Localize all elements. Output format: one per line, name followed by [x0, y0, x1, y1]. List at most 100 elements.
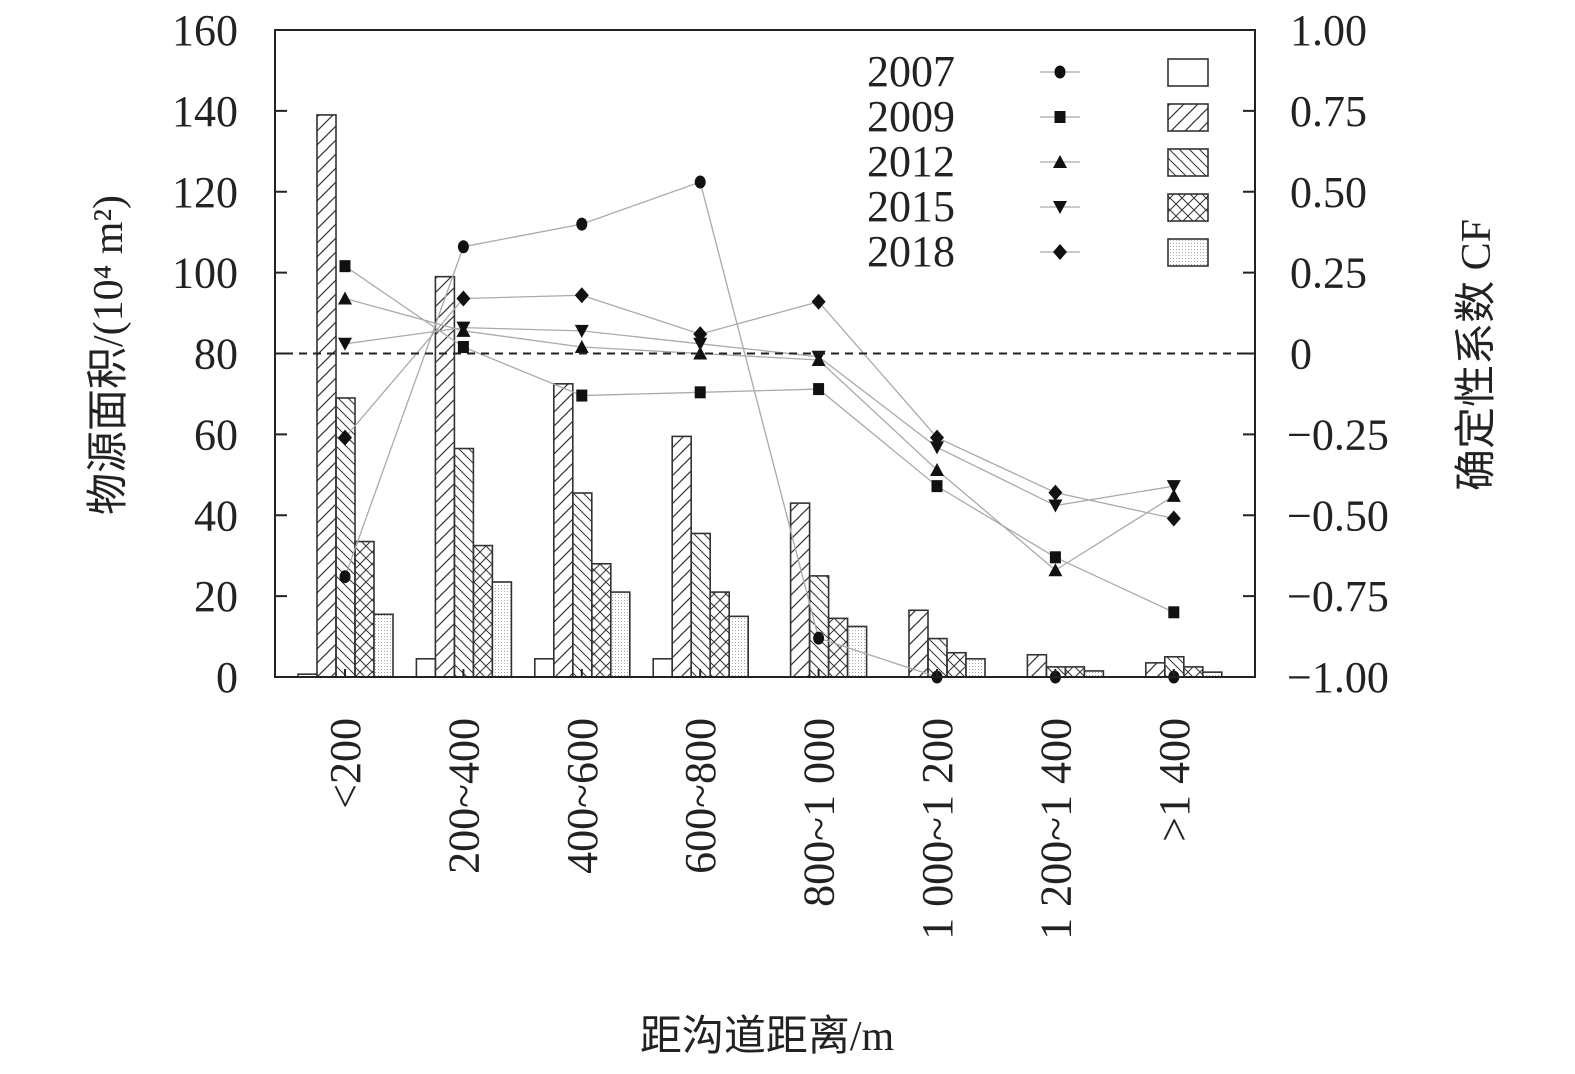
y-right-tick-label: −1.00	[1287, 653, 1389, 702]
y-right-tick-label: 0	[1290, 330, 1312, 379]
plot-frame	[274, 29, 1256, 678]
bar-2009	[671, 435, 693, 678]
y-axis-right-label: 确定性系数 CF	[1453, 219, 1500, 491]
x-tick-label: >1 400	[1150, 718, 1199, 842]
bar-2012	[453, 447, 475, 678]
y-tick-label: 160	[172, 6, 238, 55]
legend-marker-2007	[1054, 65, 1066, 79]
y-tick-label: 100	[172, 249, 238, 298]
x-tick-label: 1 200~1 400	[1031, 718, 1080, 940]
legend-label: 2009	[867, 92, 955, 141]
legend-marker-2015	[1053, 201, 1067, 214]
y-tick-label: 0	[216, 653, 238, 702]
legend-swatch-2007	[1167, 58, 1209, 87]
y-axis-label: 物源面积/(10⁴ m²)	[86, 195, 132, 515]
bar-2009	[908, 609, 929, 678]
cf-lines	[338, 175, 1181, 684]
cf-point-2012	[338, 291, 352, 305]
cf-point-2009	[576, 389, 588, 402]
bar-2007	[652, 658, 674, 678]
bar-2018	[846, 625, 868, 678]
x-tick-label: 200~400	[439, 718, 488, 874]
cf-point-2009	[931, 480, 943, 493]
cf-point-2012	[930, 462, 944, 476]
x-tick-label: 600~800	[676, 718, 725, 874]
y-right-tick-label: 0.50	[1290, 168, 1367, 217]
bar-2009	[434, 275, 456, 678]
y-tick-label: 20	[194, 572, 238, 621]
y-right-tick-label: −0.75	[1287, 572, 1389, 621]
y-tick-label: 60	[194, 410, 238, 459]
y-right-tick-label: 1.00	[1290, 6, 1367, 55]
cf-point-2007	[694, 175, 706, 189]
cf-point-2009	[694, 386, 706, 399]
bar-2009	[1145, 662, 1166, 678]
cf-point-2018	[1166, 510, 1181, 527]
bar-2018	[491, 581, 513, 678]
bar-2015	[1064, 666, 1086, 678]
legend-marker-2018	[1053, 244, 1067, 260]
y-tick-label: 140	[172, 87, 238, 136]
cf-point-2012	[1166, 488, 1181, 502]
x-tick-label: 400~600	[558, 718, 607, 874]
legend-swatch-2009	[1167, 103, 1209, 132]
cf-point-2015	[1048, 499, 1063, 513]
cf-point-2007	[457, 240, 469, 254]
cf-point-2007	[813, 631, 825, 645]
cf-point-2012	[574, 340, 589, 354]
y-right-tick-label: 0.75	[1290, 87, 1367, 136]
cf-point-2007	[576, 217, 588, 231]
bar-2012	[571, 492, 593, 678]
bar-2009	[316, 114, 337, 678]
bar-2009	[552, 383, 574, 678]
bar-2007	[533, 658, 555, 678]
cf-point-2007	[339, 570, 351, 584]
cf-point-2012	[1048, 563, 1063, 577]
y-tick-label: 80	[194, 330, 238, 379]
bar-2018	[609, 591, 631, 678]
bar-2012	[690, 532, 712, 678]
bar-2015	[946, 651, 967, 678]
bar-2018	[728, 615, 750, 678]
cf-point-2009	[1049, 551, 1061, 564]
legend-label: 2018	[867, 227, 955, 276]
cf-point-2015	[1166, 480, 1181, 494]
cf-point-2018	[574, 287, 589, 304]
y-right-tick-label: 0.25	[1290, 249, 1367, 298]
legend-label: 2012	[867, 137, 955, 186]
cf-point-2015	[338, 337, 352, 351]
cf-point-2009	[457, 341, 469, 354]
legend-swatch-2015	[1167, 193, 1209, 222]
cf-point-2018	[456, 290, 471, 307]
bar-2015	[827, 617, 849, 678]
bars	[297, 114, 1223, 678]
legend-label: 2007	[867, 47, 955, 96]
cf-point-2018	[338, 429, 352, 446]
cf-point-2018	[811, 293, 826, 310]
y-right-tick-label: −0.25	[1287, 410, 1389, 459]
bar-2015	[709, 591, 731, 678]
cf-point-2018	[1048, 484, 1063, 501]
bar-2015	[354, 540, 375, 678]
cf-line-2018	[344, 294, 1174, 520]
cf-point-2009	[339, 260, 351, 273]
cf-point-2009	[813, 383, 825, 396]
legend-swatch-2018	[1167, 238, 1209, 267]
bar-2018	[373, 613, 394, 678]
axes: 0 20 40 60 80 100 120 140 160 −1.00 −0.75 −0.50 −0.2…	[172, 6, 1389, 940]
cf-point-2015	[693, 337, 708, 351]
legend-label: 2015	[867, 182, 955, 231]
cf-point-2015	[456, 321, 471, 335]
cf-point-2012	[693, 346, 708, 360]
y-tick-label: 120	[172, 168, 238, 217]
cf-line-2009	[344, 265, 1175, 613]
bar-2012	[808, 575, 830, 678]
legend-marker-2012	[1053, 155, 1067, 168]
x-axis-label: 距沟道距离/m	[640, 1013, 895, 1060]
bar-2009	[1026, 653, 1048, 678]
legend-marker-2009	[1054, 111, 1066, 123]
x-tick-label: 1 000~1 200	[913, 718, 962, 940]
cf-point-2018	[930, 429, 944, 446]
